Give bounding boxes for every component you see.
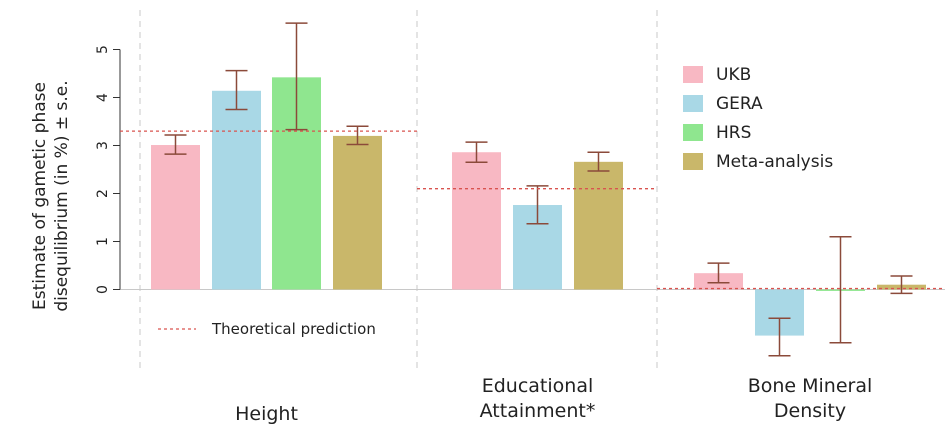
- legend-swatch-gera: [683, 95, 703, 112]
- bar-ukb: [452, 152, 501, 290]
- legend-label: GERA: [716, 94, 763, 114]
- group-label: Density: [774, 400, 846, 422]
- group-label: Educational: [482, 375, 594, 397]
- legend-swatch-hrs: [683, 124, 703, 141]
- y-tick-label: 4: [95, 93, 111, 102]
- prediction-legend-label: Theoretical prediction: [211, 320, 376, 338]
- bar-gera: [212, 90, 261, 290]
- legend-swatch-meta-analysis: [683, 153, 703, 170]
- y-tick-label: 0: [95, 285, 111, 294]
- bar-meta-analysis: [574, 161, 623, 290]
- group-label: Attainment*: [480, 400, 596, 422]
- bar-meta-analysis: [333, 135, 382, 290]
- legend-swatch-ukb: [683, 66, 703, 83]
- legend-label: Meta-analysis: [716, 152, 833, 172]
- y-tick-label: 3: [95, 141, 111, 150]
- y-axis-label-line-2: disequilibrium (in %) ± s.e.: [52, 80, 72, 311]
- group-label: Bone Mineral: [748, 375, 873, 397]
- group-label: Height: [235, 403, 298, 425]
- y-tick-label: 5: [95, 45, 111, 54]
- y-axis-label-line-1: Estimate of gametic phase: [30, 82, 50, 310]
- y-tick-label: 2: [95, 189, 111, 198]
- bar-ukb: [151, 145, 200, 290]
- y-tick-label: 1: [95, 237, 111, 246]
- legend: UKB GERA HRS Meta-analysis: [683, 65, 833, 172]
- legend-label: UKB: [716, 65, 751, 85]
- plot-area: 0 1 2 3 4 5 Height Educational Attainment* Bone M…: [95, 10, 945, 425]
- legend-label: HRS: [716, 123, 751, 143]
